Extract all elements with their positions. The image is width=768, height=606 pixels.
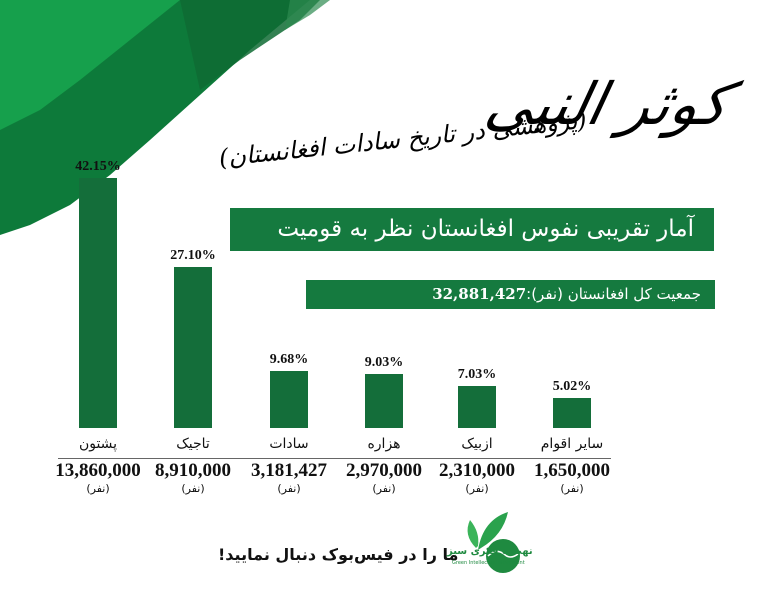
bar-percent-label: 7.03%	[457, 367, 497, 382]
total-label: جمعیت کل افغانستان (نفر):	[526, 285, 701, 303]
chart-title-banner: آمار تقریبی نفوس افغانستان نظر به قومیت	[230, 208, 714, 251]
bar-percent-label: 9.68%	[269, 352, 309, 367]
bar	[174, 267, 212, 428]
population-value: 8,910,000	[155, 460, 231, 481]
green-movement-logo-icon	[467, 512, 520, 573]
population-value: 13,860,000	[55, 460, 141, 481]
population-value: 3,181,427	[251, 460, 327, 481]
x-axis-line	[58, 458, 611, 459]
unit-label: (نفر)	[465, 482, 489, 495]
total-population-banner: جمعیت کل افغانستان (نفر):32,881,427	[306, 280, 715, 309]
category-label: سادات	[269, 436, 309, 452]
category-label: پشتون	[78, 436, 118, 452]
follow-us-text: ما را در فیس‌بوک دنبال نمایید!	[218, 545, 459, 564]
unit-label: (نفر)	[86, 482, 110, 495]
bar-percent-label: 27.10%	[170, 248, 216, 263]
bar-percent-label: 5.02%	[552, 379, 592, 394]
bar-percent-label: 9.03%	[364, 355, 404, 370]
bar	[270, 371, 308, 428]
unit-label: (نفر)	[181, 482, 205, 495]
population-value: 2,970,000	[346, 460, 422, 481]
population-value: 2,310,000	[439, 460, 515, 481]
category-label: تاجیک	[176, 436, 210, 452]
population-value: 1,650,000	[534, 460, 610, 481]
logo-text: نهضت فکری سبز	[447, 546, 533, 557]
bar	[365, 374, 403, 428]
category-label: سایر اقوام	[540, 436, 604, 452]
total-value: 32,881,427	[432, 285, 527, 303]
bar	[458, 386, 496, 428]
category-label: هزاره	[367, 436, 401, 452]
unit-label: (نفر)	[277, 482, 301, 495]
unit-label: (نفر)	[372, 482, 396, 495]
category-label: ازبیک	[461, 436, 493, 452]
bar	[553, 398, 591, 428]
bar	[79, 178, 117, 428]
bar-percent-label: 42.15%	[75, 159, 121, 174]
unit-label: (نفر)	[560, 482, 584, 495]
logo-subtext: Green Intellectual Movement	[452, 560, 525, 566]
